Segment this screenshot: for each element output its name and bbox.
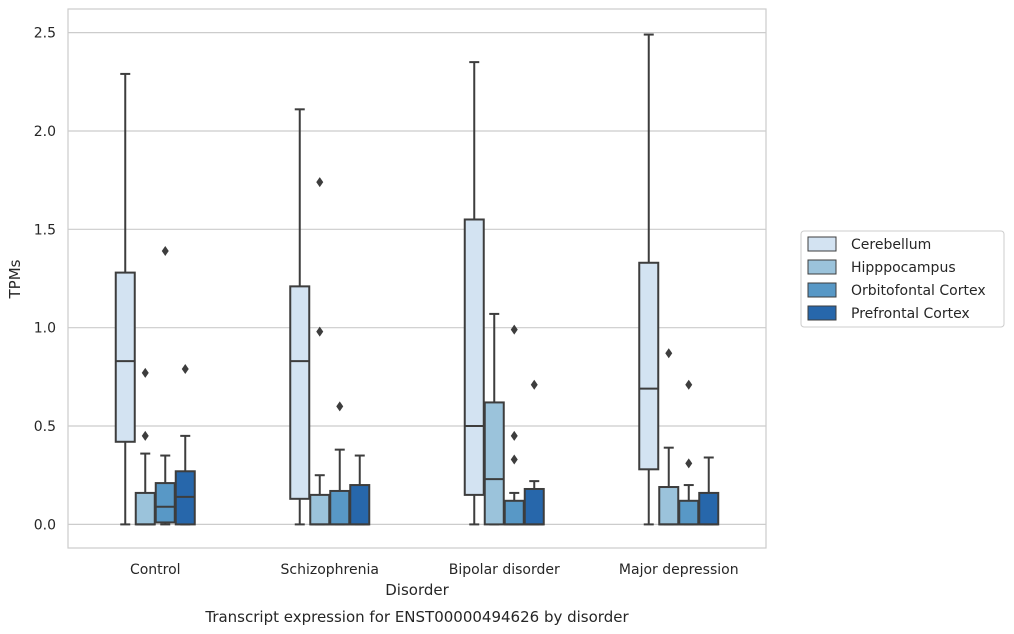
box-iqr [523,487,545,526]
box-group [523,379,545,526]
x-tick-label: Schizophrenia [281,562,379,578]
box-group [698,456,720,526]
box-iqr [638,261,660,471]
y-tick-label: 0.0 [34,517,56,533]
x-tick-label: Control [130,562,181,578]
box-group [349,454,371,526]
grid-lines [68,32,766,525]
box-iqr [134,491,156,526]
outlier-point [510,430,518,441]
y-axis-title: TPMs [6,259,24,299]
legend-swatch [807,282,837,298]
box-iqr [309,493,331,526]
box-group [638,33,660,526]
x-axis-title: Disorder [385,581,449,599]
y-tick-label: 0.5 [34,419,56,435]
legend-swatch [807,305,837,321]
outlier-point [161,245,169,256]
outlier-point [510,324,518,335]
legend-swatch [807,236,837,252]
legend: Cerebellum Hipppocampus Orbitofontal Corte… [800,230,1005,328]
legend-frame [800,230,1005,328]
box-group [309,177,331,526]
outlier-point [141,430,149,441]
legend-swatch [807,259,837,275]
legend-label: Cerebellum [851,237,931,253]
box-iqr [503,499,525,526]
box-iqr [463,218,485,496]
outlier-point [336,401,344,412]
box-iqr [114,271,136,443]
box-group [154,245,176,526]
legend-label: Orbitofontal Cortex [851,283,986,299]
chart-caption: Transcript expression for ENST0000049462… [204,608,629,626]
box-iqr [154,482,176,524]
box-group [483,312,505,526]
outlier-point [510,454,518,465]
x-axis-ticks: Control Schizophrenia Bipolar disorder Majo… [130,562,739,578]
box-iqr [349,484,371,526]
outlier-point [181,363,189,374]
box-group [463,61,485,526]
box-iqr [329,489,351,526]
legend-label: Prefrontal Cortex [851,306,970,322]
box-group [329,401,351,526]
boxes [114,33,720,526]
box-iqr [678,499,700,526]
box-iqr [698,491,720,526]
outlier-point [665,348,673,359]
plot-frame [67,8,767,549]
box-iqr [289,285,311,500]
x-tick-label: Major depression [619,562,739,578]
y-axis-ticks: 0.0 0.5 1.0 1.5 2.0 2.5 [34,26,56,534]
box-group [289,108,311,526]
outlier-point [141,367,149,378]
outlier-point [685,379,693,390]
box-group [678,379,700,526]
outlier-point [530,379,538,390]
box-iqr [658,486,680,526]
outlier-point [316,177,324,188]
box-iqr [483,401,505,526]
box-group [658,348,680,526]
box-group [134,367,156,526]
box-group [114,72,136,526]
y-tick-label: 2.0 [34,124,56,140]
x-tick-label: Bipolar disorder [449,562,560,578]
y-tick-label: 2.5 [34,26,56,42]
outlier-point [685,458,693,469]
y-tick-label: 1.0 [34,321,56,337]
box-group [174,363,196,526]
y-tick-label: 1.5 [34,222,56,238]
legend-label: Hipppocampus [851,260,956,276]
outlier-point [316,326,324,337]
box-group [503,324,525,526]
